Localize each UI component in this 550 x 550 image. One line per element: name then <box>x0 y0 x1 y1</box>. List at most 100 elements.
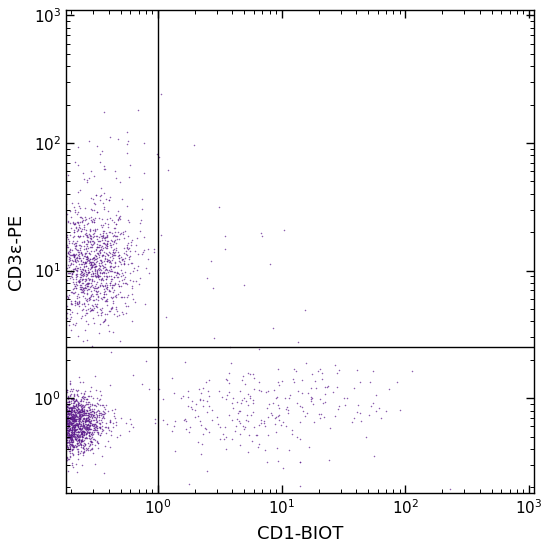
Point <box>69 442 78 451</box>
Point <box>87 342 96 350</box>
Point <box>123 148 132 157</box>
Point <box>74 247 82 256</box>
Point <box>80 411 89 420</box>
Point <box>66 404 75 413</box>
Point <box>238 396 247 405</box>
Point <box>91 460 100 469</box>
Point <box>90 408 98 416</box>
Point <box>98 250 107 259</box>
Point <box>98 263 107 272</box>
Point <box>63 427 72 436</box>
Point <box>255 377 263 386</box>
Point <box>87 232 96 241</box>
Point <box>63 263 72 272</box>
Point <box>92 283 101 292</box>
Point <box>97 409 106 417</box>
Point <box>81 429 90 438</box>
Point <box>102 274 111 283</box>
Point <box>79 244 88 253</box>
Point <box>91 418 100 427</box>
Point <box>68 428 76 437</box>
Point <box>334 402 343 410</box>
Point <box>112 232 120 241</box>
Point <box>62 428 70 437</box>
Point <box>74 430 82 438</box>
Point <box>82 235 91 244</box>
Point <box>62 301 71 310</box>
Point <box>85 432 94 441</box>
Point <box>92 289 101 298</box>
Point <box>88 444 97 453</box>
Point <box>69 251 78 260</box>
Point <box>84 238 92 246</box>
Point <box>97 390 106 399</box>
Point <box>62 401 70 410</box>
Point <box>70 157 79 166</box>
Point <box>90 319 98 328</box>
Point <box>119 293 128 301</box>
Point <box>73 421 81 430</box>
Point <box>96 255 105 264</box>
Point <box>79 292 87 301</box>
Point <box>109 268 118 277</box>
Point <box>74 188 82 196</box>
Point <box>68 431 76 440</box>
Point <box>74 405 82 414</box>
Point <box>106 287 114 295</box>
Point <box>66 432 75 441</box>
Point <box>70 415 79 424</box>
Point <box>122 419 130 428</box>
Point <box>65 434 74 443</box>
Point <box>78 393 86 402</box>
Point <box>73 425 81 433</box>
Point <box>71 416 80 425</box>
Point <box>82 432 91 441</box>
Point <box>74 433 82 442</box>
Point <box>129 276 138 285</box>
Point <box>77 407 86 416</box>
Point <box>76 422 85 431</box>
Point <box>366 402 375 411</box>
Point <box>91 421 100 430</box>
Point <box>84 415 92 424</box>
Point <box>67 419 76 428</box>
Point <box>93 424 102 433</box>
Point <box>224 410 233 419</box>
Point <box>84 295 93 304</box>
Point <box>115 256 124 265</box>
Point <box>353 365 361 374</box>
Point <box>255 421 263 430</box>
Point <box>81 424 90 433</box>
Point <box>81 252 90 261</box>
Point <box>91 426 100 434</box>
Point <box>79 260 88 269</box>
Point <box>67 420 75 429</box>
Point <box>62 442 71 451</box>
Point <box>98 275 107 284</box>
Point <box>68 422 76 431</box>
Point <box>68 426 76 434</box>
Point <box>87 430 96 439</box>
Point <box>68 438 76 447</box>
Point <box>70 423 79 432</box>
Point <box>106 305 115 314</box>
Point <box>68 422 77 431</box>
Point <box>64 408 73 416</box>
Point <box>79 237 88 246</box>
Point <box>88 270 97 278</box>
Point <box>123 244 132 253</box>
Point <box>86 243 95 252</box>
Point <box>62 456 71 465</box>
Point <box>67 423 76 432</box>
Point <box>70 398 79 406</box>
Point <box>84 421 92 430</box>
Point <box>78 279 87 288</box>
Point <box>74 431 83 440</box>
Point <box>91 251 100 260</box>
Point <box>75 285 84 294</box>
Point <box>69 416 78 425</box>
Point <box>183 402 192 410</box>
Point <box>65 426 74 434</box>
Point <box>94 265 103 274</box>
Point <box>73 227 81 236</box>
